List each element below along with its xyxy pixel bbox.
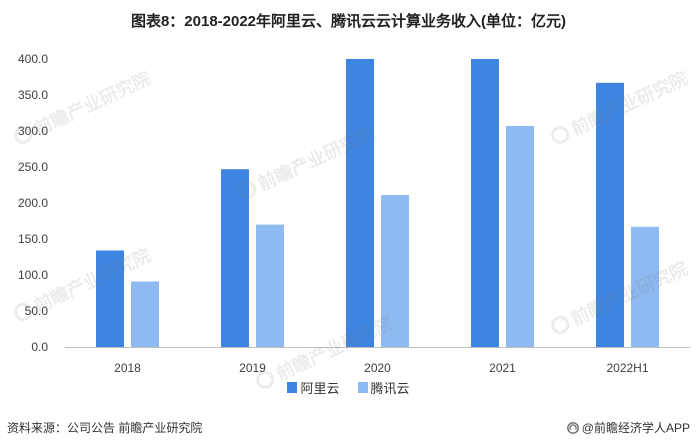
x-tick-label: 2021 xyxy=(489,361,516,375)
chart-title: 图表8：2018-2022年阿里云、腾讯云云计算业务收入(单位：亿元) xyxy=(130,13,567,30)
legend-item-aliyun[interactable]: 阿里云 xyxy=(287,378,340,397)
source-note: 资料来源：公司公告 前瞻产业研究院 xyxy=(7,421,203,435)
bars-group xyxy=(96,59,659,348)
bar-tencent-cloud-2019[interactable] xyxy=(256,224,284,347)
y-tick-label: 200.0 xyxy=(18,196,48,210)
y-tick-label: 0.0 xyxy=(31,340,48,354)
legend: 阿里云 腾讯云 xyxy=(0,378,697,396)
bar-tencent-cloud-2020[interactable] xyxy=(381,195,409,347)
legend-label-aliyun: 阿里云 xyxy=(300,380,340,396)
y-tick-label: 300.0 xyxy=(18,124,48,138)
y-tick-label: 350.0 xyxy=(18,88,48,102)
bar-aliyun-2018[interactable] xyxy=(96,250,124,348)
bar-aliyun-2021[interactable] xyxy=(471,59,499,347)
x-tick-label: 2018 xyxy=(114,361,141,375)
bar-aliyun-2019[interactable] xyxy=(221,169,249,347)
bar-aliyun-2022h1[interactable] xyxy=(596,82,624,348)
y-axis-ticks: 0.0 50.0 100.0 150.0 200.0 250.0 300.0 350.0 400… xyxy=(18,52,48,354)
x-tick-label: 2020 xyxy=(364,361,391,375)
x-tick-label: 2019 xyxy=(239,361,266,375)
brand-credit: @前瞻经济学人APP xyxy=(566,419,690,436)
y-tick-label: 250.0 xyxy=(18,160,48,174)
bar-aliyun-2020[interactable] xyxy=(346,59,374,347)
legend-label-tencent-cloud: 腾讯云 xyxy=(370,380,410,396)
bar-tencent-cloud-2021[interactable] xyxy=(506,126,534,347)
y-tick-label: 150.0 xyxy=(18,232,48,246)
bar-tencent-cloud-2018[interactable] xyxy=(131,281,159,348)
legend-swatch-aliyun xyxy=(287,381,298,393)
bar-tencent-cloud-2022h1[interactable] xyxy=(631,226,659,347)
x-tick-label: 2022H1 xyxy=(606,361,648,375)
legend-swatch-tencent-cloud xyxy=(357,381,368,393)
y-tick-label: 400.0 xyxy=(18,52,48,66)
brand-text: @前瞻经济学人APP xyxy=(581,421,690,435)
y-tick-label: 50.0 xyxy=(25,304,49,318)
x-axis-ticks: 2018 2019 2020 2021 2022H1 xyxy=(114,361,649,375)
qianzhan-logo-icon xyxy=(566,421,579,434)
legend-item-tencent-cloud[interactable]: 腾讯云 xyxy=(357,378,410,397)
y-tick-label: 100.0 xyxy=(18,268,48,282)
